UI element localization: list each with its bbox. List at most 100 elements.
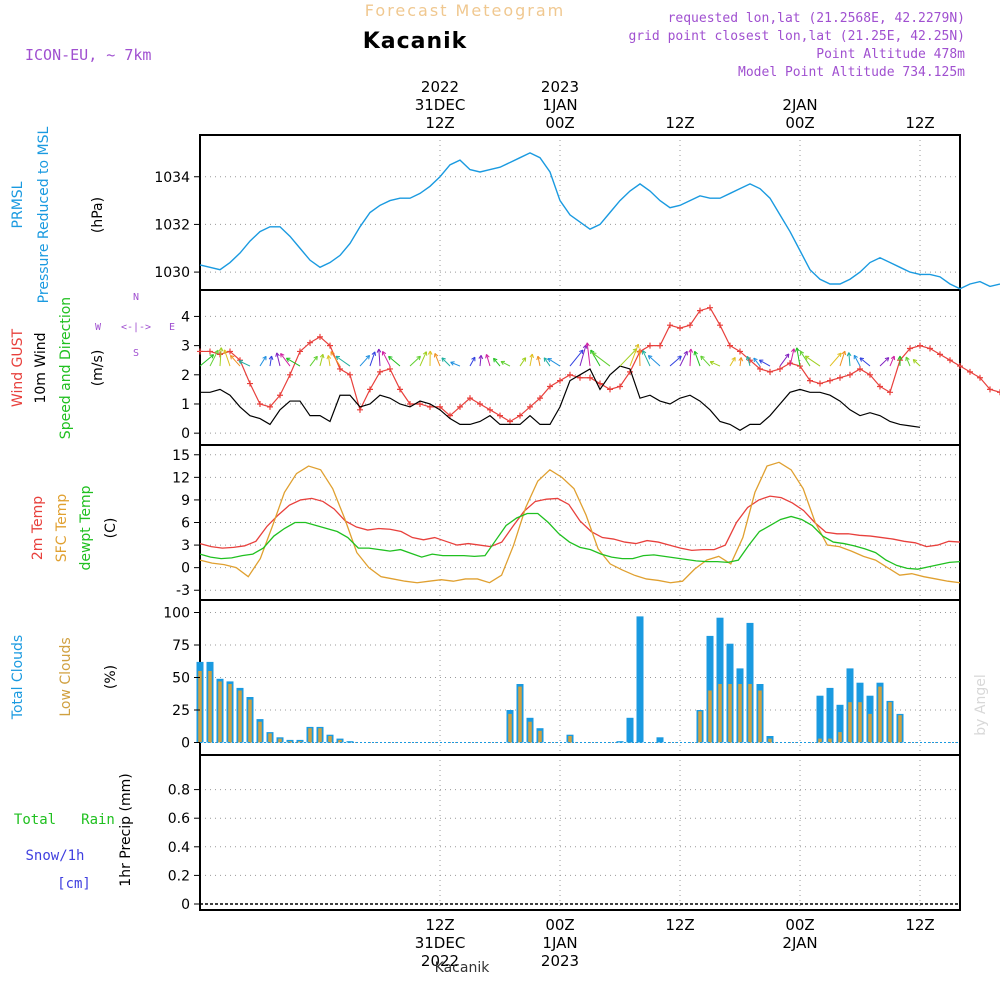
- wind-arrow: [799, 350, 811, 367]
- compass-west: W: [95, 322, 102, 333]
- gust-marker: [497, 412, 503, 419]
- gust-marker: [697, 307, 703, 314]
- temp-sfc-label: SFC Temp: [54, 494, 70, 563]
- wind-arrow: [642, 350, 651, 367]
- gust-marker: [877, 383, 883, 390]
- gust-marker: [407, 400, 413, 407]
- gust-marker: [437, 403, 443, 410]
- wind-arrow: [804, 355, 821, 367]
- wind-arrow: [319, 354, 324, 367]
- wind-arrow: [853, 355, 861, 367]
- gust-marker: [537, 395, 543, 402]
- top-time-label: 12Z: [425, 114, 454, 132]
- wind-arrow: [629, 344, 639, 367]
- wind-arrow: [739, 357, 742, 367]
- wind-arrow-head: [229, 354, 235, 360]
- wind-arrow: [729, 357, 736, 367]
- gust-marker: [807, 377, 813, 384]
- wind-dir-label: Speed and Direction: [58, 297, 74, 439]
- wind-unit: (m/s): [90, 350, 106, 387]
- gust-marker: [817, 380, 823, 387]
- wind-arrow: [309, 355, 318, 367]
- temp-sfc-line: [199, 461, 961, 584]
- wind-arrow-head: [853, 354, 858, 360]
- gust-marker: [657, 342, 663, 349]
- gust-marker: [777, 365, 783, 372]
- wind-arrow: [709, 361, 721, 367]
- wind-arrow-head: [547, 357, 552, 363]
- wind-arrow: [485, 354, 491, 367]
- wind-arrow-head: [214, 349, 219, 355]
- wind-arrow: [579, 344, 587, 367]
- low-cloud-bar: [268, 733, 272, 743]
- wind-arrow: [592, 352, 611, 367]
- y-tick-label: 0.2: [168, 868, 190, 884]
- gust-marker: [687, 322, 693, 329]
- gust-marker: [607, 386, 613, 393]
- gust-marker: [377, 368, 383, 375]
- wind-arrow: [419, 351, 427, 367]
- wind-arrow-head: [529, 353, 535, 359]
- wind-arrow: [238, 360, 251, 367]
- wind-arrow-head: [912, 359, 918, 364]
- total-cloud-bar: [636, 616, 644, 743]
- compass-arrows: <-|->: [121, 322, 151, 333]
- wind-arrow-head: [753, 357, 758, 363]
- gust-marker: [207, 348, 213, 355]
- gust-marker: [587, 374, 593, 381]
- model-label: ICON-EU, ~ 7km: [25, 46, 151, 64]
- gust-marker: [997, 389, 1000, 396]
- top-time-label: 2023: [541, 78, 579, 96]
- top-time-label: 1JAN: [542, 96, 577, 114]
- wind-arrow: [230, 355, 241, 367]
- wind-arrow: [223, 349, 231, 367]
- wind-arrow: [796, 347, 801, 367]
- wind-arrow: [905, 356, 911, 367]
- wind-arrow: [689, 348, 692, 367]
- compass-north: N: [133, 292, 139, 303]
- wind-arrow: [569, 349, 584, 367]
- gust-marker: [827, 377, 833, 384]
- gust-marker: [397, 386, 403, 393]
- gust-marker: [857, 365, 863, 372]
- gust-marker: [757, 365, 763, 372]
- wind-arrow: [330, 351, 341, 367]
- wind-arrow-head: [330, 351, 335, 356]
- gust-marker: [917, 342, 923, 349]
- wind-arrow: [537, 356, 541, 367]
- y-tick-label: 15: [172, 448, 190, 464]
- wind-arrow-head: [500, 360, 506, 366]
- low-cloud-bar: [718, 684, 722, 743]
- wind-arrow: [669, 355, 682, 367]
- wind-arrow-head: [758, 359, 764, 364]
- low-cloud-bar: [228, 684, 232, 743]
- wind-arrow: [912, 359, 921, 367]
- gust-marker: [727, 342, 733, 349]
- wind-arrow-head: [585, 342, 590, 347]
- gust-marker: [597, 380, 603, 387]
- total-cloud-bar: [346, 741, 354, 743]
- low-cloud-bar: [568, 736, 572, 743]
- wind-arrow: [219, 347, 222, 367]
- wind-arrow: [839, 350, 846, 367]
- low-cloud-bar: [238, 690, 242, 743]
- low-cloud-bar: [738, 684, 742, 743]
- wind-arrow-head: [441, 357, 446, 362]
- gust-marker: [647, 342, 653, 349]
- bottom-time-label: 31DEC: [415, 934, 466, 952]
- pressure-label-a: PRMSL: [10, 181, 26, 228]
- low-cloud-bar: [278, 738, 282, 743]
- low-cloud-bar: [698, 711, 702, 743]
- low-cloud-bar: [848, 702, 852, 743]
- wind-arrow-head: [846, 352, 852, 357]
- wind-arrow: [700, 355, 711, 367]
- low-cloud-bar: [328, 736, 332, 743]
- total-cloud-bar: [746, 622, 754, 743]
- wind-arrow: [547, 358, 561, 367]
- low-cloud-bar: [768, 738, 772, 743]
- wind-arrow-head: [799, 350, 805, 356]
- compass-east: E: [169, 322, 175, 333]
- wind-arrow-head: [521, 357, 527, 362]
- gust-marker: [837, 374, 843, 381]
- gust-marker: [707, 304, 713, 311]
